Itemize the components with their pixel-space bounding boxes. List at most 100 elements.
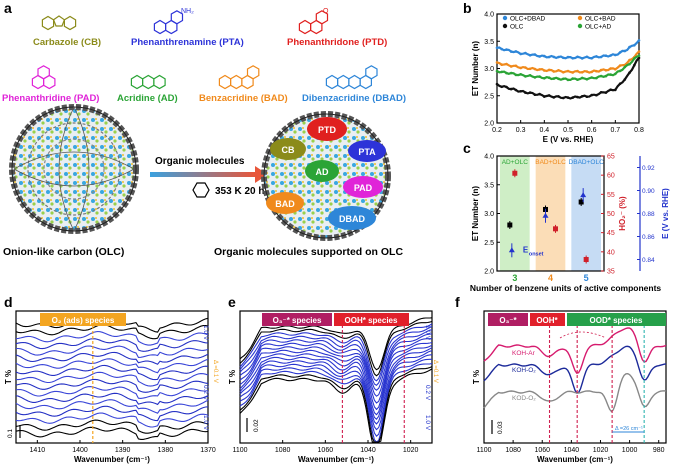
pta-ring-3 (170, 10, 184, 25)
chart-c-point-ho2 (553, 226, 558, 232)
chart-b-point (514, 64, 518, 68)
chart-d-spectrum (16, 345, 209, 358)
chart-e-frame (239, 310, 433, 444)
reaction-arrow (150, 166, 268, 198)
chart-d-xtick-label: 1380 (158, 447, 174, 454)
chart-b-point (533, 53, 537, 56)
ad-ring-2 (142, 74, 155, 90)
pta-substituent: NH₂ (181, 8, 194, 15)
chart-d-xtick-label: 1400 (72, 447, 88, 454)
chart-b-point (562, 96, 565, 100)
chart-c-xlabel: Number of benzene units of active compon… (470, 283, 662, 293)
chart-b-xtick-label: 0.5 (563, 127, 573, 134)
chart-b-point (604, 54, 608, 57)
chart-b-point (519, 52, 522, 56)
chart-b-point (637, 50, 641, 53)
chart-b-point (533, 76, 537, 79)
chart-f-species-a-box (488, 313, 528, 326)
chart-b-point (614, 68, 617, 71)
chart-f-xtick-label: 1020 (593, 447, 609, 454)
chart-b-point (509, 65, 513, 68)
chart-c-ylabel-left: ET Number (n) (471, 186, 480, 241)
chart-d-spectrum (15, 364, 209, 381)
chart-b-point (566, 69, 570, 73)
chart-b-xlabel: E (V vs. RHE) (543, 135, 594, 144)
chart-c-ylabel-right: E (V vs. RHE) (661, 188, 670, 239)
molecule-name-cb: Carbazole (CB) (33, 37, 101, 48)
chart-b-point (538, 75, 541, 78)
chart-b-ytick-label: 3.5 (484, 39, 494, 46)
chart-f-species-c-label: OOD* species (590, 316, 643, 325)
chart-b-point (595, 55, 598, 58)
chart-d-spectrum (15, 405, 209, 422)
chart-b-point (571, 77, 574, 80)
ellipse-label-ptd: PTD (318, 125, 337, 135)
chart-e-spectrum (239, 341, 433, 411)
chart-b-point (637, 56, 641, 60)
molecule-name-ad: Acridine (AD) (117, 93, 178, 104)
chart-e-pot-step: Δ =0.1 V (432, 360, 438, 383)
chart-f-xtick-label: 1000 (622, 447, 638, 454)
chart-c-xtick-label: 3 (512, 273, 517, 283)
chart-b-point (618, 82, 622, 85)
dbad-ring-5 (365, 65, 378, 80)
panel-label-e: e (228, 294, 236, 310)
chart-d-xtick-label: 1370 (200, 447, 216, 454)
chart-b-point (580, 57, 584, 60)
chart-b-point (599, 91, 603, 94)
pta-ring-1 (153, 19, 167, 35)
chart-b-point (609, 88, 612, 91)
chart-b-point (538, 68, 541, 71)
chart-c-ytick-mid-label: 35 (607, 269, 615, 276)
chart-d-spectrum (15, 330, 209, 346)
chart-b-point (524, 75, 527, 78)
chart-b-legend-label: OLC+BAD (585, 16, 616, 23)
chart-c-point-e (580, 192, 587, 198)
chart-b-point (576, 69, 579, 73)
ptd-ring-1 (298, 19, 312, 35)
chart-d-spectrum (15, 399, 209, 414)
chart-b-point (637, 39, 641, 42)
chart-b-ytick-label: 4.0 (484, 12, 494, 19)
chart-b-point (524, 66, 527, 69)
chart-b-point (505, 71, 508, 75)
chart-e-xtick-label: 1060 (318, 447, 334, 454)
chart-e-spectrum (239, 368, 433, 443)
chart-e: 1100 1080 1060 1040 1020 Wavenumber (cm⁻¹) T %… (228, 310, 438, 464)
chart-e-spectrum (239, 358, 432, 438)
chart-b-legend-marker (502, 23, 508, 29)
chart-c-ytick-right-label: 0.86 (642, 234, 655, 241)
chart-e-species-b-box (334, 313, 409, 326)
chart-d-xlabel: Wavenumber (cm⁻¹) (74, 455, 150, 464)
chart-b-point (604, 91, 608, 94)
chart-f-species-c-box (567, 313, 666, 326)
chart-b-point (623, 49, 627, 53)
chart-b-point (543, 95, 546, 98)
ellipse-pad (343, 176, 383, 198)
chart-c-annotation-sub: onset (529, 252, 544, 258)
chart-b-point (538, 92, 541, 96)
chart-b-point (528, 67, 532, 71)
chart-f-series-label-2: KOD-O₂ (512, 395, 536, 402)
chart-b-point (509, 87, 513, 91)
chart-f-xtick-label: 1100 (476, 447, 491, 454)
chart-b-point (562, 77, 565, 81)
chart-b-point (543, 77, 546, 80)
chart-d-spectrum (15, 419, 209, 434)
chart-b-point (585, 70, 589, 73)
ellipse-label-cb: CB (282, 145, 295, 155)
ellipse-label-bad: BAD (275, 199, 295, 209)
chart-e-spectrum (239, 329, 433, 391)
chart-c-ytick-mid-label: 65 (607, 154, 615, 161)
chart-b-point (595, 93, 598, 97)
chart-e-ylabel: T % (228, 370, 237, 384)
chart-b-legend-label: OLC+AD (585, 24, 611, 31)
chart-f-shift-label: Δ =26 cm⁻¹ (615, 426, 643, 432)
ellipse-label-pad: PAD (354, 183, 373, 193)
chart-b-point (538, 55, 541, 58)
chart-d-spectrum (16, 371, 209, 387)
chart-b-series-OLC (496, 57, 640, 100)
ptd-substituent: O (323, 8, 329, 15)
ad-ring-1 (130, 74, 144, 90)
